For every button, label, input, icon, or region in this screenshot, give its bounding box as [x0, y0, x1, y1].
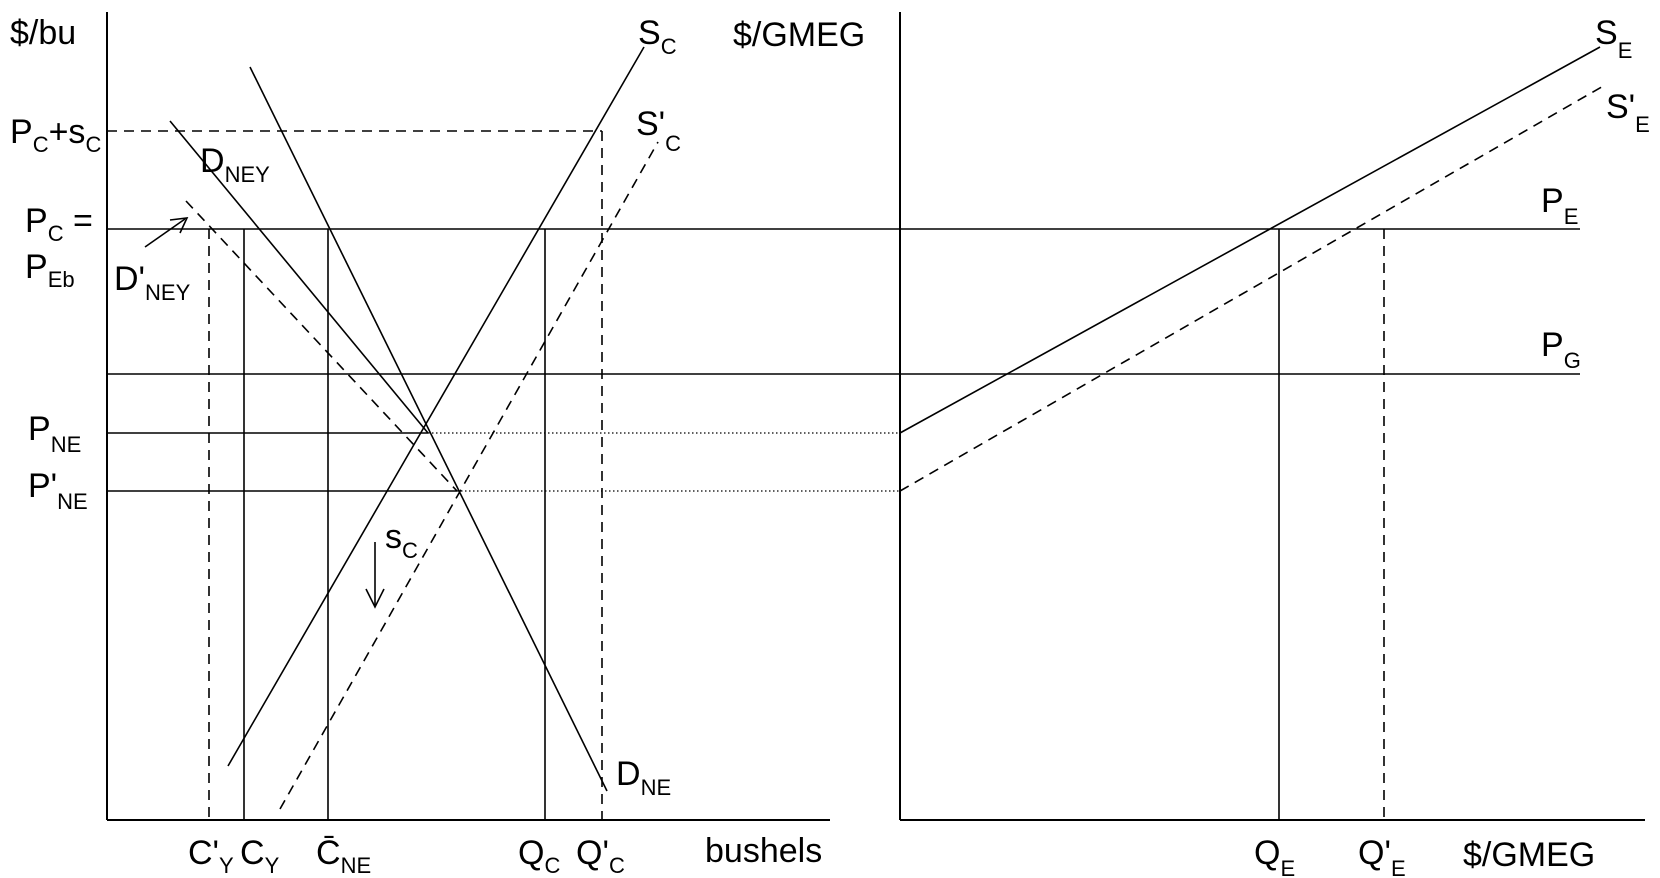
label-dney: DNEY: [200, 142, 270, 187]
label-cne-bar: C̄NE: [316, 834, 371, 878]
label-pe: PE: [1541, 182, 1578, 229]
demand-curve-dney-prime: [185, 200, 458, 492]
left-y-axis-label: $/bu: [10, 14, 76, 52]
left-x-axis-label: bushels: [705, 832, 822, 870]
supply-curve-se: [899, 46, 1601, 434]
label-qe-prime: Q'E: [1358, 834, 1406, 878]
label-sc-prime: S'C: [636, 105, 681, 156]
label-subsidy: sC: [385, 518, 418, 563]
label-dney-prime: D'NEY: [114, 260, 191, 305]
label-cy: CY: [240, 834, 280, 878]
supply-curve-sc: [227, 46, 645, 767]
label-sc: SC: [638, 14, 677, 59]
label-pg: PG: [1541, 326, 1581, 373]
label-se-prime: S'E: [1606, 88, 1650, 137]
label-pc-equals: PC =: [25, 202, 93, 246]
label-qc-prime: Q'C: [576, 834, 625, 878]
supply-curve-sc-prime: [279, 141, 659, 810]
label-se: SE: [1595, 14, 1632, 63]
subsidy-arrowhead: [365, 588, 385, 609]
right-y-axis-label: $/GMEG: [733, 16, 865, 54]
dney-prime-pointer-arrowhead: [169, 217, 189, 234]
label-pne-prime: P'NE: [28, 467, 88, 514]
label-pne: PNE: [28, 410, 81, 457]
demand-curve-dney: [169, 120, 429, 434]
label-peb: PEb: [25, 248, 75, 292]
supply-curve-se-prime: [899, 84, 1606, 492]
label-pc-plus-sc: PC+sC: [10, 113, 101, 157]
right-x-axis-label: $/GMEG: [1463, 836, 1595, 874]
demand-curve-dne: [249, 66, 608, 792]
label-qc: QC: [518, 834, 560, 878]
label-dne: DNE: [616, 755, 671, 800]
label-qe: QE: [1254, 834, 1295, 878]
dney-prime-pointer-arrow: [144, 218, 186, 248]
label-cy-prime: C'Y: [188, 834, 234, 878]
